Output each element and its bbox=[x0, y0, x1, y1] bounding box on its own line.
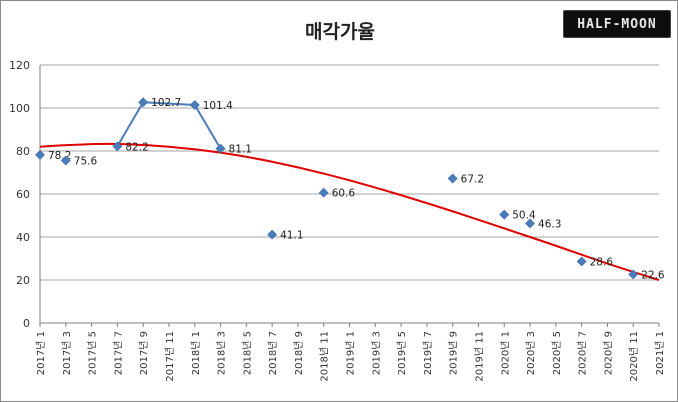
data-label: 67.2 bbox=[461, 174, 484, 186]
data-label: 101.4 bbox=[203, 100, 233, 112]
x-tick-label: 2017년 3 bbox=[61, 331, 73, 375]
series-line bbox=[116, 101, 222, 150]
x-tick-label: 2019년 1 bbox=[345, 331, 357, 375]
data-point bbox=[318, 187, 329, 198]
data-point bbox=[189, 100, 200, 110]
data-point bbox=[576, 256, 587, 267]
data-point bbox=[138, 97, 149, 108]
data-label: 22.6 bbox=[641, 269, 665, 281]
trendline bbox=[39, 142, 660, 281]
data-point bbox=[499, 209, 510, 220]
data-label: 46.3 bbox=[538, 218, 561, 230]
data-point bbox=[215, 143, 226, 154]
x-tick-label: 2018년 3 bbox=[216, 331, 228, 375]
x-tick-label: 2019년 5 bbox=[396, 331, 408, 375]
x-tick-label: 2020년 9 bbox=[602, 331, 614, 375]
x-tick-label: 2018년 5 bbox=[241, 331, 253, 375]
data-label: 82.2 bbox=[125, 141, 148, 153]
data-label: 75.6 bbox=[74, 155, 98, 167]
x-tick-label: 2020년 7 bbox=[577, 331, 589, 375]
y-tick-label: 80 bbox=[16, 145, 30, 158]
x-tick-label: 2017년 1 bbox=[35, 331, 47, 375]
data-point bbox=[35, 149, 45, 160]
x-tick-label: 2017년 11 bbox=[164, 331, 176, 382]
chart-title: 매각가율 bbox=[305, 21, 375, 43]
y-tick-label: 60 bbox=[16, 188, 30, 201]
y-tick-label: 120 bbox=[9, 59, 30, 72]
data-point bbox=[112, 141, 123, 152]
y-tick-label: 0 bbox=[23, 317, 30, 330]
half-moon-logo: HALF-MOON bbox=[563, 10, 671, 38]
data-label: 41.1 bbox=[280, 230, 303, 242]
x-tick-label: 2020년 5 bbox=[551, 331, 563, 375]
x-tick-label: 2017년 5 bbox=[87, 331, 99, 375]
x-tick-label: 2019년 3 bbox=[370, 331, 382, 375]
y-tick-label: 100 bbox=[9, 102, 30, 115]
data-point bbox=[525, 218, 535, 229]
data-label: 28.6 bbox=[590, 257, 614, 269]
x-tick-label: 2018년 7 bbox=[267, 331, 279, 375]
x-tick-label: 2020년 11 bbox=[628, 331, 640, 382]
x-tick-label: 2019년 7 bbox=[422, 331, 434, 375]
x-tick-label: 2017년 9 bbox=[138, 331, 150, 375]
data-label: 102.7 bbox=[151, 97, 181, 109]
x-tick-label: 2019년 11 bbox=[473, 331, 485, 382]
data-label: 60.6 bbox=[332, 188, 356, 200]
data-point bbox=[628, 269, 639, 280]
data-label: 50.4 bbox=[512, 210, 536, 222]
x-tick-label: 2018년 9 bbox=[293, 331, 305, 375]
x-tick-label: 2020년 3 bbox=[525, 331, 537, 375]
x-tick-label: 2020년 1 bbox=[499, 331, 511, 375]
y-tick-label: 40 bbox=[16, 231, 30, 244]
logo-text: HALF-MOON bbox=[577, 16, 657, 32]
x-tick-label: 2019년 9 bbox=[448, 331, 460, 375]
data-point bbox=[447, 173, 458, 184]
x-tick-label: 2018년 11 bbox=[319, 331, 331, 382]
x-tick-label: 2021년 1 bbox=[654, 331, 666, 375]
x-tick-label: 2018년 1 bbox=[190, 331, 202, 375]
data-point bbox=[60, 155, 71, 166]
y-tick-label: 20 bbox=[16, 274, 30, 287]
x-tick-label: 2017년 7 bbox=[112, 331, 124, 375]
data-label: 81.1 bbox=[229, 144, 252, 156]
data-point bbox=[267, 229, 278, 240]
